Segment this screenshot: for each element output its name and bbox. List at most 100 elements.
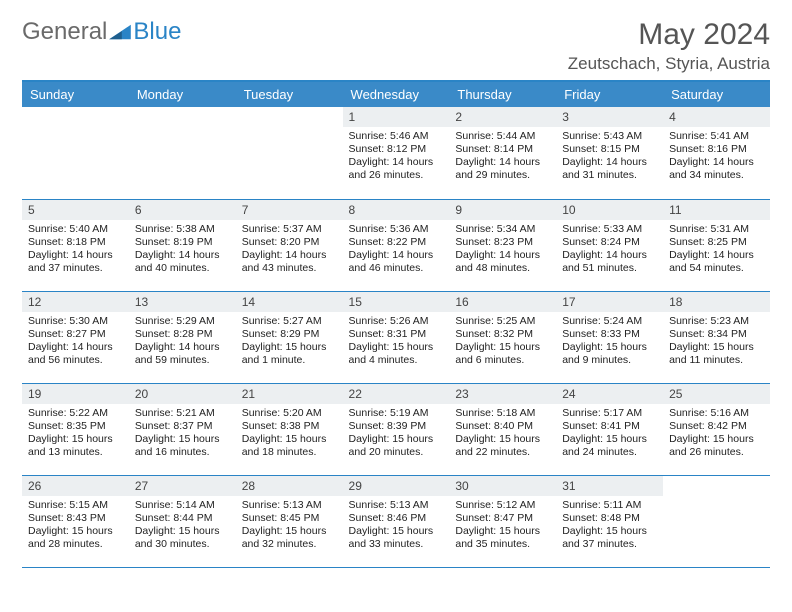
daylight-line: Daylight: 15 hours and 37 minutes. [562, 525, 657, 551]
day-details: Sunrise: 5:13 AMSunset: 8:45 PMDaylight:… [236, 496, 343, 556]
day-details: Sunrise: 5:12 AMSunset: 8:47 PMDaylight:… [449, 496, 556, 556]
day-number: 16 [449, 292, 556, 312]
day-number: 5 [22, 200, 129, 220]
day-number: 14 [236, 292, 343, 312]
month-title: May 2024 [568, 18, 770, 52]
day-details: Sunrise: 5:30 AMSunset: 8:27 PMDaylight:… [22, 312, 129, 372]
day-details: Sunrise: 5:14 AMSunset: 8:44 PMDaylight:… [129, 496, 236, 556]
day-number: 24 [556, 384, 663, 404]
daylight-line: Daylight: 15 hours and 35 minutes. [455, 525, 550, 551]
calendar-day-cell: 18Sunrise: 5:23 AMSunset: 8:34 PMDayligh… [663, 291, 770, 383]
sunset-line: Sunset: 8:24 PM [562, 236, 657, 249]
sunset-line: Sunset: 8:40 PM [455, 420, 550, 433]
weekday-header: Thursday [449, 82, 556, 107]
sunset-line: Sunset: 8:44 PM [135, 512, 230, 525]
sunset-line: Sunset: 8:33 PM [562, 328, 657, 341]
day-details: Sunrise: 5:23 AMSunset: 8:34 PMDaylight:… [663, 312, 770, 372]
calendar-day-cell: 6Sunrise: 5:38 AMSunset: 8:19 PMDaylight… [129, 199, 236, 291]
day-number: 6 [129, 200, 236, 220]
day-number: 13 [129, 292, 236, 312]
sunrise-line: Sunrise: 5:23 AM [669, 315, 764, 328]
calendar-day-cell: 12Sunrise: 5:30 AMSunset: 8:27 PMDayligh… [22, 291, 129, 383]
sunrise-line: Sunrise: 5:16 AM [669, 407, 764, 420]
sunset-line: Sunset: 8:43 PM [28, 512, 123, 525]
calendar-day-cell: 4Sunrise: 5:41 AMSunset: 8:16 PMDaylight… [663, 107, 770, 199]
sunset-line: Sunset: 8:18 PM [28, 236, 123, 249]
sunrise-line: Sunrise: 5:29 AM [135, 315, 230, 328]
daylight-line: Daylight: 15 hours and 4 minutes. [349, 341, 444, 367]
day-number: 10 [556, 200, 663, 220]
sunset-line: Sunset: 8:25 PM [669, 236, 764, 249]
day-number: 23 [449, 384, 556, 404]
sunset-line: Sunset: 8:41 PM [562, 420, 657, 433]
brand-triangle-icon [109, 23, 131, 41]
calendar-day-cell: 24Sunrise: 5:17 AMSunset: 8:41 PMDayligh… [556, 383, 663, 475]
calendar-day-cell: 25Sunrise: 5:16 AMSunset: 8:42 PMDayligh… [663, 383, 770, 475]
daylight-line: Daylight: 15 hours and 28 minutes. [28, 525, 123, 551]
sunset-line: Sunset: 8:38 PM [242, 420, 337, 433]
day-details: Sunrise: 5:33 AMSunset: 8:24 PMDaylight:… [556, 220, 663, 280]
calendar-week-row: 1Sunrise: 5:46 AMSunset: 8:12 PMDaylight… [22, 107, 770, 199]
calendar-day-cell [236, 107, 343, 199]
daylight-line: Daylight: 15 hours and 33 minutes. [349, 525, 444, 551]
calendar-day-cell: 20Sunrise: 5:21 AMSunset: 8:37 PMDayligh… [129, 383, 236, 475]
sunrise-line: Sunrise: 5:21 AM [135, 407, 230, 420]
sunset-line: Sunset: 8:32 PM [455, 328, 550, 341]
sunset-line: Sunset: 8:35 PM [28, 420, 123, 433]
day-number: 21 [236, 384, 343, 404]
sunrise-line: Sunrise: 5:44 AM [455, 130, 550, 143]
sunrise-line: Sunrise: 5:31 AM [669, 223, 764, 236]
weekday-header: Monday [129, 82, 236, 107]
day-details: Sunrise: 5:19 AMSunset: 8:39 PMDaylight:… [343, 404, 450, 464]
sunset-line: Sunset: 8:20 PM [242, 236, 337, 249]
sunrise-line: Sunrise: 5:13 AM [242, 499, 337, 512]
calendar-day-cell: 16Sunrise: 5:25 AMSunset: 8:32 PMDayligh… [449, 291, 556, 383]
calendar-day-cell: 5Sunrise: 5:40 AMSunset: 8:18 PMDaylight… [22, 199, 129, 291]
calendar-day-cell: 14Sunrise: 5:27 AMSunset: 8:29 PMDayligh… [236, 291, 343, 383]
calendar-table: SundayMondayTuesdayWednesdayThursdayFrid… [22, 82, 770, 568]
calendar-day-cell: 23Sunrise: 5:18 AMSunset: 8:40 PMDayligh… [449, 383, 556, 475]
sunrise-line: Sunrise: 5:19 AM [349, 407, 444, 420]
day-details: Sunrise: 5:44 AMSunset: 8:14 PMDaylight:… [449, 127, 556, 187]
sunset-line: Sunset: 8:15 PM [562, 143, 657, 156]
day-details: Sunrise: 5:34 AMSunset: 8:23 PMDaylight:… [449, 220, 556, 280]
calendar-header-row: SundayMondayTuesdayWednesdayThursdayFrid… [22, 82, 770, 107]
sunset-line: Sunset: 8:14 PM [455, 143, 550, 156]
daylight-line: Daylight: 15 hours and 26 minutes. [669, 433, 764, 459]
sunrise-line: Sunrise: 5:25 AM [455, 315, 550, 328]
sunset-line: Sunset: 8:48 PM [562, 512, 657, 525]
day-details: Sunrise: 5:46 AMSunset: 8:12 PMDaylight:… [343, 127, 450, 187]
daylight-line: Daylight: 15 hours and 13 minutes. [28, 433, 123, 459]
sunrise-line: Sunrise: 5:12 AM [455, 499, 550, 512]
day-number: 26 [22, 476, 129, 496]
sunrise-line: Sunrise: 5:41 AM [669, 130, 764, 143]
day-details: Sunrise: 5:13 AMSunset: 8:46 PMDaylight:… [343, 496, 450, 556]
daylight-line: Daylight: 15 hours and 9 minutes. [562, 341, 657, 367]
sunrise-line: Sunrise: 5:17 AM [562, 407, 657, 420]
weekday-header: Wednesday [343, 82, 450, 107]
day-details: Sunrise: 5:20 AMSunset: 8:38 PMDaylight:… [236, 404, 343, 464]
day-number: 22 [343, 384, 450, 404]
day-details: Sunrise: 5:17 AMSunset: 8:41 PMDaylight:… [556, 404, 663, 464]
daylight-line: Daylight: 15 hours and 18 minutes. [242, 433, 337, 459]
calendar-week-row: 26Sunrise: 5:15 AMSunset: 8:43 PMDayligh… [22, 475, 770, 567]
calendar-day-cell: 19Sunrise: 5:22 AMSunset: 8:35 PMDayligh… [22, 383, 129, 475]
sunset-line: Sunset: 8:12 PM [349, 143, 444, 156]
calendar-day-cell: 7Sunrise: 5:37 AMSunset: 8:20 PMDaylight… [236, 199, 343, 291]
calendar-day-cell: 2Sunrise: 5:44 AMSunset: 8:14 PMDaylight… [449, 107, 556, 199]
day-details: Sunrise: 5:25 AMSunset: 8:32 PMDaylight:… [449, 312, 556, 372]
calendar-day-cell: 31Sunrise: 5:11 AMSunset: 8:48 PMDayligh… [556, 475, 663, 567]
day-number: 18 [663, 292, 770, 312]
day-number: 7 [236, 200, 343, 220]
brand-text-2: Blue [133, 18, 181, 46]
calendar-day-cell: 30Sunrise: 5:12 AMSunset: 8:47 PMDayligh… [449, 475, 556, 567]
sunset-line: Sunset: 8:37 PM [135, 420, 230, 433]
daylight-line: Daylight: 14 hours and 48 minutes. [455, 249, 550, 275]
calendar-day-cell: 28Sunrise: 5:13 AMSunset: 8:45 PMDayligh… [236, 475, 343, 567]
day-number: 25 [663, 384, 770, 404]
sunrise-line: Sunrise: 5:13 AM [349, 499, 444, 512]
sunrise-line: Sunrise: 5:36 AM [349, 223, 444, 236]
day-details: Sunrise: 5:26 AMSunset: 8:31 PMDaylight:… [343, 312, 450, 372]
daylight-line: Daylight: 15 hours and 24 minutes. [562, 433, 657, 459]
daylight-line: Daylight: 15 hours and 32 minutes. [242, 525, 337, 551]
